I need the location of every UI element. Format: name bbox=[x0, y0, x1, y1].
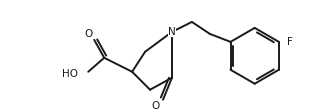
Text: O: O bbox=[84, 29, 92, 39]
Text: O: O bbox=[151, 101, 159, 111]
Text: N: N bbox=[168, 27, 176, 37]
Text: F: F bbox=[287, 37, 293, 47]
Text: HO: HO bbox=[62, 69, 78, 79]
